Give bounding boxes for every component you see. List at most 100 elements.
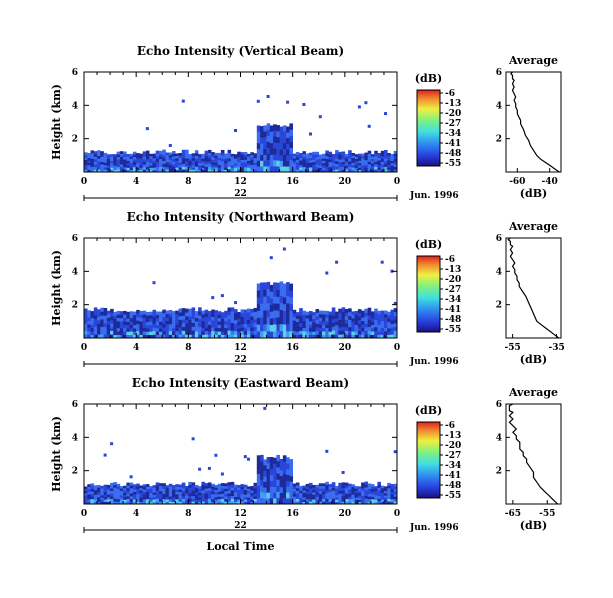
- echo-cell: [100, 156, 104, 160]
- echo-speck: [207, 466, 211, 470]
- echo-cell: [361, 327, 365, 332]
- echo-cell: [191, 487, 196, 491]
- echo-cell: [227, 493, 232, 497]
- echo-cell: [357, 167, 362, 170]
- echo-cell: [305, 314, 310, 319]
- echo-cell: [119, 156, 124, 160]
- echo-cell: [377, 492, 381, 496]
- echo-cell: [318, 167, 323, 171]
- echo-cell: [240, 494, 245, 497]
- echo-cell: [370, 331, 375, 335]
- echo-cell: [286, 166, 290, 173]
- echo-cell: [132, 331, 137, 335]
- echo-cell: [234, 167, 238, 171]
- echo-cell: [328, 501, 333, 505]
- echo-cell: [282, 324, 287, 332]
- echo-cell: [162, 158, 166, 162]
- echo-cell: [162, 320, 166, 325]
- echo-cell: [390, 316, 395, 321]
- echo-cell: [367, 488, 372, 492]
- echo-cell: [266, 288, 271, 297]
- echo-cell: [273, 296, 277, 304]
- echo-cell: [207, 152, 212, 156]
- echo-cell: [318, 491, 323, 494]
- echo-cell: [377, 164, 381, 168]
- echo-cell: [165, 494, 170, 498]
- echo-cell: [168, 313, 173, 318]
- echo-cell: [103, 162, 108, 166]
- echo-cell: [318, 317, 323, 322]
- echo-cell: [178, 501, 183, 505]
- echo-cell: [155, 328, 160, 332]
- echo-cell: [100, 497, 104, 500]
- echo-cell: [129, 169, 134, 173]
- echo-cell: [87, 501, 91, 505]
- echo-cell: [230, 487, 235, 491]
- echo-speck: [309, 132, 312, 136]
- echo-cell: [136, 320, 140, 325]
- echo-cell: [84, 312, 88, 317]
- echo-cell: [295, 159, 300, 163]
- echo-cell: [139, 165, 143, 168]
- echo-cell: [390, 501, 395, 505]
- echo-cell: [116, 161, 121, 165]
- echo-speck: [357, 105, 361, 109]
- echo-cell: [247, 486, 251, 489]
- echo-cell: [263, 470, 267, 477]
- echo-cell: [162, 152, 166, 156]
- echo-cell: [227, 326, 232, 331]
- echo-cell: [256, 297, 261, 305]
- echo-cell: [250, 152, 254, 155]
- echo-cell: [201, 481, 205, 485]
- echo-cell: [97, 166, 101, 170]
- echo-cell: [384, 317, 388, 322]
- echo-cell: [295, 154, 300, 158]
- echo-cell: [331, 169, 336, 173]
- echo-cell: [191, 162, 196, 166]
- echo-cell: [335, 328, 339, 332]
- echo-cell: [302, 320, 306, 325]
- echo-cell: [367, 166, 372, 170]
- echo-cell: [341, 169, 346, 173]
- echo-cell: [119, 501, 124, 505]
- echo-cell: [387, 321, 391, 326]
- echo-cell: [201, 498, 205, 502]
- echo-cell: [211, 493, 215, 497]
- echo-cell: [302, 159, 306, 162]
- echo-cell: [139, 153, 143, 157]
- echo-cell: [172, 496, 176, 500]
- echo-cell: [162, 334, 166, 339]
- echo-cell: [113, 158, 117, 162]
- echo-cell: [250, 316, 254, 321]
- echo-cell: [152, 155, 157, 159]
- echo-cell: [335, 486, 339, 489]
- echo-cell: [100, 153, 104, 157]
- echo-cell: [377, 153, 381, 156]
- echo-cell: [243, 313, 248, 317]
- echo-cell: [269, 125, 274, 132]
- echo-cell: [188, 481, 192, 485]
- echo-cell: [165, 157, 170, 161]
- echo-cell: [234, 165, 238, 168]
- colorbar-label: -48: [445, 481, 461, 491]
- echo-cell: [250, 330, 254, 335]
- echo-cell: [377, 162, 381, 166]
- echo-cell: [139, 158, 143, 161]
- echo-cell: [354, 324, 359, 329]
- echo-cell: [126, 321, 130, 326]
- echo-cell: [361, 324, 365, 328]
- echo-cell: [282, 479, 287, 487]
- echo-cell: [364, 152, 368, 156]
- echo-cell: [181, 488, 186, 491]
- echo-cell: [279, 458, 284, 465]
- echo-cell: [129, 488, 134, 491]
- echo-cell: [338, 159, 342, 163]
- echo-cell: [377, 169, 381, 173]
- echo-cell: [305, 155, 310, 159]
- echo-cell: [380, 334, 385, 339]
- echo-cell: [201, 314, 205, 318]
- echo-cell: [149, 328, 153, 332]
- average-title: Average: [508, 386, 558, 399]
- echo-cell: [279, 295, 284, 303]
- echo-cell: [185, 499, 189, 502]
